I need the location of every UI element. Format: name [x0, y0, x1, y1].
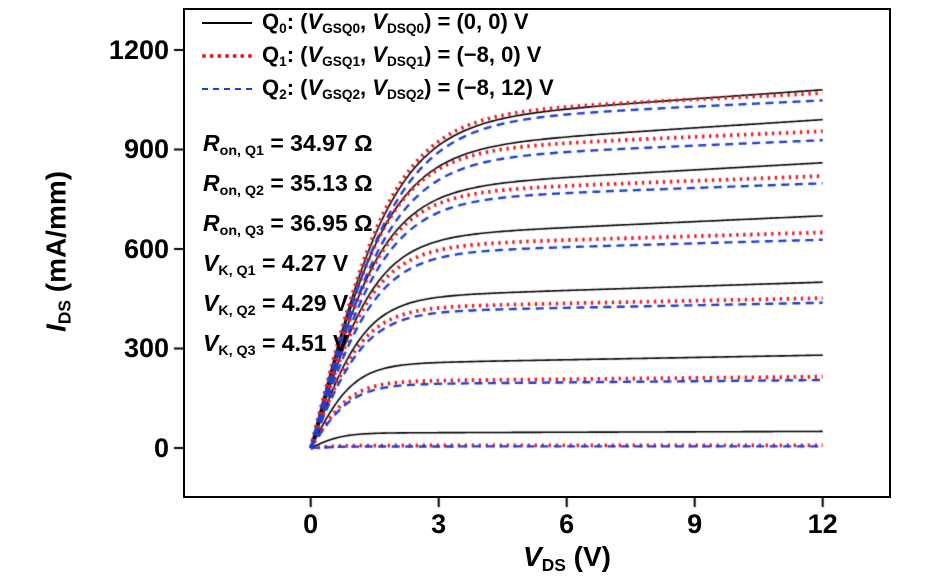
text-segment: DSQ1: [386, 53, 425, 69]
text-segment: = 36.95 Ω: [263, 210, 373, 236]
text-segment: K, Q3: [218, 342, 256, 359]
legend-line-sample-q1: [202, 53, 252, 58]
annotation-ron-q1: Ron, Q1 = 34.97 Ω: [203, 123, 373, 163]
text-segment: 0: [279, 20, 287, 36]
legend-label-q0: Q0: (VGSQ0, VDSQ0) = (0, 0) V: [262, 9, 529, 36]
text-segment: 2: [279, 86, 287, 102]
text-segment: ) = (−8, 0) V: [424, 42, 542, 68]
text-segment: 1: [279, 53, 287, 69]
text-segment: Q: [262, 75, 280, 101]
text-segment: : (: [286, 75, 308, 101]
text-segment: R: [203, 130, 220, 156]
text-segment: : (: [286, 9, 308, 35]
text-segment: (V): [565, 541, 611, 572]
text-segment: ,: [360, 75, 373, 101]
text-segment: = 4.27 V: [255, 250, 349, 276]
x-tick-label-12: 12: [807, 509, 838, 539]
legend-item-q1: Q1: (VGSQ1, VDSQ1) = (−8, 0) V: [202, 39, 554, 72]
legend-label-q2: Q2: (VGSQ2, VDSQ2) = (−8, 12) V: [262, 75, 554, 102]
legend-line-sample-q0: [202, 21, 252, 24]
legend-item-q0: Q0: (VGSQ0, VDSQ0) = (0, 0) V: [202, 6, 554, 39]
annotation-vk-q2: VK, Q2 = 4.29 V: [203, 283, 373, 323]
text-segment: V: [203, 290, 219, 316]
text-segment: V: [523, 541, 542, 572]
annotation-vk-q1: VK, Q1 = 4.27 V: [203, 243, 373, 283]
text-segment: on, Q1: [219, 142, 264, 159]
legend-line-sample-q2: [202, 87, 252, 90]
annotation-ron-q2: Ron, Q2 = 35.13 Ω: [203, 163, 373, 203]
text-segment: ,: [360, 9, 373, 35]
text-segment: = 4.51 V: [255, 330, 349, 356]
legend-item-q2: Q2: (VGSQ2, VDSQ2) = (−8, 12) V: [202, 72, 554, 105]
text-segment: K, Q1: [218, 262, 256, 279]
y-axis-label: IDS (mA/mm): [41, 99, 76, 403]
text-segment: V: [372, 9, 387, 35]
text-segment: on, Q2: [219, 182, 264, 199]
text-segment: ) = (−8, 12) V: [424, 75, 554, 101]
text-segment: V: [372, 75, 387, 101]
x-tick-label-9: 9: [687, 509, 703, 539]
text-segment: DS: [54, 300, 75, 325]
text-segment: R: [203, 210, 220, 236]
text-segment: V: [307, 75, 323, 101]
text-segment: GSQ1: [322, 53, 361, 69]
text-segment: Q: [262, 42, 280, 68]
text-segment: V: [307, 9, 323, 35]
legend: Q0: (VGSQ0, VDSQ0) = (0, 0) V Q1: (VGSQ1,…: [202, 6, 554, 105]
text-segment: = 4.29 V: [255, 290, 349, 316]
text-segment: V: [203, 250, 219, 276]
text-segment: DS: [541, 554, 566, 575]
y-tick-label-600: 600: [123, 233, 169, 264]
text-segment: V: [307, 42, 323, 68]
annotation-vk-q3: VK, Q3 = 4.51 V: [203, 323, 373, 363]
text-segment: : (: [286, 42, 308, 68]
text-segment: ) = (0, 0) V: [424, 9, 529, 35]
text-segment: on, Q3: [219, 222, 264, 239]
text-segment: R: [203, 170, 220, 196]
x-tick-label-0: 0: [303, 509, 319, 539]
text-segment: Q: [262, 9, 280, 35]
text-segment: V: [372, 42, 387, 68]
text-segment: V: [203, 330, 219, 356]
text-segment: = 34.97 Ω: [263, 130, 373, 156]
text-segment: (mA/mm): [40, 170, 72, 301]
y-tick-label-900: 900: [123, 134, 169, 165]
x-tick-label-6: 6: [559, 509, 575, 539]
x-axis-label: VDS (V): [461, 541, 673, 576]
y-tick-label-300: 300: [123, 333, 169, 364]
text-segment: GSQ2: [322, 86, 361, 102]
y-tick-label-0: 0: [153, 433, 169, 463]
text-segment: DSQ0: [386, 20, 425, 36]
text-segment: K, Q2: [218, 302, 256, 319]
plot-frame: [183, 8, 891, 498]
x-tick-label-3: 3: [431, 509, 447, 539]
text-segment: ,: [360, 42, 373, 68]
y-tick-label-1200: 1200: [108, 34, 169, 65]
text-segment: DSQ2: [386, 86, 425, 102]
annotations-block: Ron, Q1 = 34.97 Ω Ron, Q2 = 35.13 Ω Ron, Q…: [203, 123, 373, 363]
text-segment: = 35.13 Ω: [263, 170, 373, 196]
text-segment: I: [40, 324, 72, 332]
legend-label-q1: Q1: (VGSQ1, VDSQ1) = (−8, 0) V: [262, 42, 541, 69]
text-segment: GSQ0: [322, 20, 361, 36]
annotation-ron-q3: Ron, Q3 = 36.95 Ω: [203, 203, 373, 243]
